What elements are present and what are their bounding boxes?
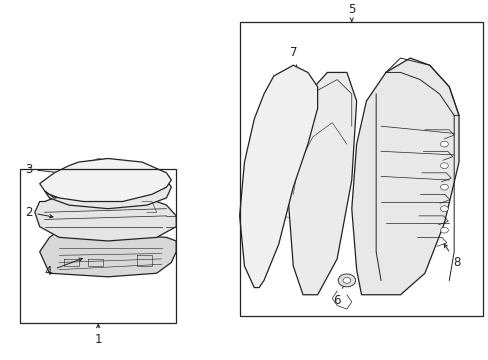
Polygon shape — [44, 180, 171, 209]
Polygon shape — [40, 158, 171, 202]
Bar — [20, 169, 176, 323]
Text: 8: 8 — [443, 244, 459, 269]
Polygon shape — [351, 58, 458, 295]
Text: 1: 1 — [94, 324, 102, 346]
Bar — [239, 22, 483, 316]
Circle shape — [440, 227, 447, 233]
Circle shape — [440, 163, 447, 168]
Polygon shape — [35, 198, 176, 241]
Text: 3: 3 — [25, 163, 72, 176]
Circle shape — [337, 274, 355, 287]
Text: 2: 2 — [25, 206, 53, 219]
Polygon shape — [40, 234, 176, 277]
Circle shape — [342, 278, 350, 283]
Text: 5: 5 — [347, 3, 355, 22]
Circle shape — [440, 206, 447, 212]
Circle shape — [440, 184, 447, 190]
Polygon shape — [239, 65, 317, 288]
Polygon shape — [288, 72, 356, 295]
Circle shape — [440, 141, 447, 147]
Text: 6: 6 — [333, 282, 345, 307]
Text: 7: 7 — [289, 46, 298, 72]
Text: 4: 4 — [44, 258, 82, 278]
